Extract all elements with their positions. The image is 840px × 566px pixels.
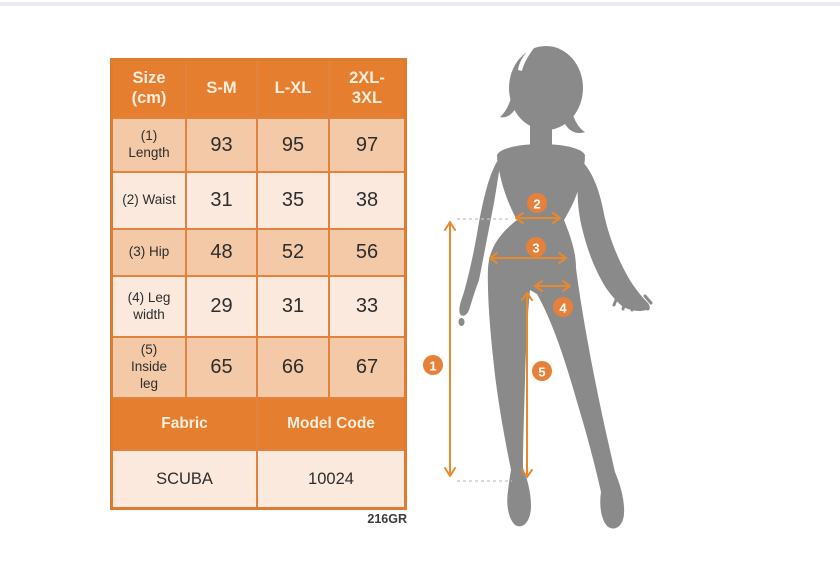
top-divider-line [0,2,840,6]
measurement-marker-1: 1 [423,355,443,375]
value-inside-leg-lxl: 66 [258,338,328,397]
svg-text:2: 2 [533,197,540,212]
column-header-size: Size (cm) [113,61,185,117]
value-length-2xl3xl: 97 [330,119,404,171]
fabric-value: SCUBA [113,451,256,507]
value-leg-width-lxl: 31 [258,277,328,336]
svg-text:3: 3 [532,241,539,256]
weight-code-note: 216GR [367,512,407,526]
svg-text:4: 4 [559,301,567,316]
column-header-sm: S-M [187,61,256,117]
row-label-waist: (2) Waist [113,173,185,228]
value-hip-sm: 48 [187,230,256,275]
value-length-sm: 93 [187,119,256,171]
measurement-marker-3: 3 [526,237,546,257]
row-label-leg-width: (4) Leg width [113,277,185,336]
value-waist-sm: 31 [187,173,256,228]
measurement-marker-2: 2 [527,193,547,213]
row-label-inside-leg: (5) Inside leg [113,338,185,397]
leg-width-arrow [534,280,571,292]
value-waist-2xl3xl: 38 [330,173,404,228]
column-header-2xl3xl: 2XL-3XL [330,61,404,117]
measurement-marker-4: 4 [553,297,573,317]
value-inside-leg-sm: 65 [187,338,256,397]
body-silhouette [458,44,653,529]
value-inside-leg-2xl3xl: 67 [330,338,404,397]
value-waist-lxl: 35 [258,173,328,228]
value-hip-lxl: 52 [258,230,328,275]
column-header-lxl: L-XL [258,61,328,117]
model-code-value: 10024 [258,451,404,507]
size-chart-table: Size (cm) S-M L-XL 2XL-3XL (1) Length 93… [110,58,407,510]
row-label-hip: (3) Hip [113,230,185,275]
fabric-header: Fabric [113,399,256,449]
length-arrow [444,221,456,477]
value-length-lxl: 95 [258,119,328,171]
svg-text:5: 5 [538,365,545,380]
measurement-marker-5: 5 [532,361,552,381]
model-code-header: Model Code [258,399,404,449]
value-hip-2xl3xl: 56 [330,230,404,275]
inside-leg-arrow [521,292,533,478]
svg-text:1: 1 [429,359,436,374]
row-label-length: (1) Length [113,119,185,171]
measurement-figure: 1 2 3 4 5 [423,44,653,529]
hip-arrow [489,252,567,264]
value-leg-width-sm: 29 [187,277,256,336]
waist-arrow [515,212,561,224]
value-leg-width-2xl3xl: 33 [330,277,404,336]
